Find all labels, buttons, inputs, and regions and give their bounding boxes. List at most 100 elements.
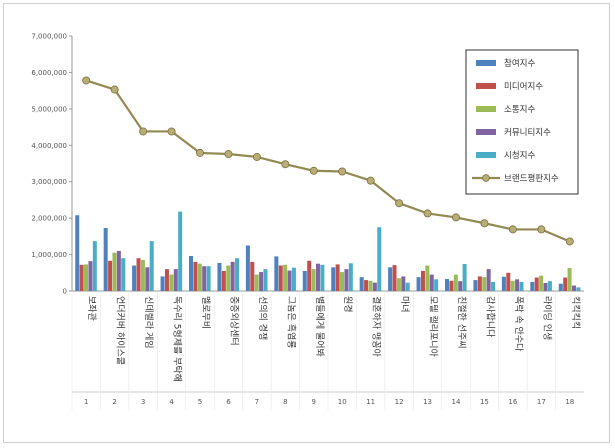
bar <box>169 274 174 291</box>
line-point <box>451 213 460 222</box>
bar <box>189 256 193 291</box>
bar <box>103 227 108 291</box>
category-index: 12 <box>395 398 404 406</box>
line-point <box>281 160 290 169</box>
line-point <box>395 199 404 208</box>
bar <box>307 260 312 291</box>
category-label: 언더커버 하이스쿨 <box>115 296 127 365</box>
line-point <box>366 176 375 185</box>
bar <box>164 269 169 291</box>
category-label: 멜로무비 <box>200 296 212 329</box>
bar <box>501 276 506 291</box>
bar <box>132 265 137 291</box>
bar <box>173 269 178 291</box>
line-point <box>167 127 176 136</box>
bar <box>510 280 515 291</box>
y-tick-label: 4,000,000 <box>31 142 67 150</box>
bar <box>534 277 539 291</box>
bar <box>425 265 430 291</box>
bar <box>539 275 544 291</box>
bar <box>217 262 222 291</box>
line-series <box>85 79 571 243</box>
legend-label: 브랜드평판지수 <box>504 173 559 184</box>
category-label: 원경 <box>342 296 354 313</box>
bar <box>311 269 316 291</box>
bar <box>477 276 482 291</box>
line-point <box>423 209 432 218</box>
bar <box>149 241 154 291</box>
legend-swatch <box>476 83 496 89</box>
bar <box>364 280 369 291</box>
category-label: 마녀 <box>399 296 410 313</box>
category-label: 킥킥킥킥 <box>570 296 582 329</box>
bar <box>388 267 393 291</box>
category-index: 1 <box>84 398 88 406</box>
bar <box>458 281 463 291</box>
bar <box>92 241 97 291</box>
bar <box>486 269 491 291</box>
bar <box>359 277 364 291</box>
category-label: 선의의 경쟁 <box>257 296 269 340</box>
bar <box>530 281 535 291</box>
bar <box>221 270 226 291</box>
bar <box>519 281 524 291</box>
line-point <box>565 237 574 246</box>
bar <box>335 264 340 291</box>
bar <box>287 270 292 291</box>
y-tick-label: 2,000,000 <box>31 215 67 223</box>
legend-swatch <box>476 129 496 135</box>
category-index: 18 <box>565 398 574 406</box>
bar <box>250 261 255 291</box>
y-tick-label: 3,000,000 <box>31 178 67 186</box>
bar <box>445 278 449 291</box>
category-index: 8 <box>283 398 287 406</box>
bar <box>197 263 202 291</box>
legend-swatch <box>476 106 496 112</box>
bar <box>377 227 382 291</box>
bar <box>543 282 548 291</box>
category-label: 감사합니다 <box>484 296 496 338</box>
bar <box>254 274 259 291</box>
bar <box>263 269 268 291</box>
bar <box>344 269 349 291</box>
line-point <box>224 150 233 159</box>
line-point <box>139 127 148 136</box>
bar <box>116 250 121 291</box>
category-index: 3 <box>141 398 145 406</box>
category-label: 폭락 속 안수다 <box>513 296 525 352</box>
bar <box>558 283 563 291</box>
bar <box>434 279 439 291</box>
bar <box>121 258 126 291</box>
line-point <box>338 167 347 176</box>
legend-label: 소통지수 <box>504 105 535 115</box>
bar <box>283 264 288 291</box>
category-index: 4 <box>169 398 174 406</box>
bar <box>230 261 235 291</box>
category-index: 13 <box>423 398 432 406</box>
bar <box>506 272 511 291</box>
bar <box>88 261 93 291</box>
bar <box>112 252 117 291</box>
bar <box>372 282 377 291</box>
bar <box>315 263 320 291</box>
category-label: 라이딩 인생 <box>541 296 552 340</box>
category-index: 17 <box>537 398 546 406</box>
bar <box>202 266 207 291</box>
bar <box>567 268 572 291</box>
bar <box>235 258 240 291</box>
category-label: 별들에게 물어봐 <box>314 296 325 357</box>
bar <box>259 272 264 291</box>
bar <box>340 272 345 291</box>
bar <box>482 277 487 291</box>
bar <box>108 260 113 291</box>
bar <box>368 280 373 291</box>
bar <box>429 274 434 291</box>
y-tick-label: 0 <box>63 288 67 296</box>
y-tick-label: 7,000,000 <box>31 33 67 41</box>
bar <box>140 260 145 291</box>
bar <box>145 267 150 291</box>
bar <box>226 265 231 291</box>
bar <box>453 274 458 291</box>
line-point <box>82 76 91 85</box>
legend-swatch <box>476 60 496 66</box>
